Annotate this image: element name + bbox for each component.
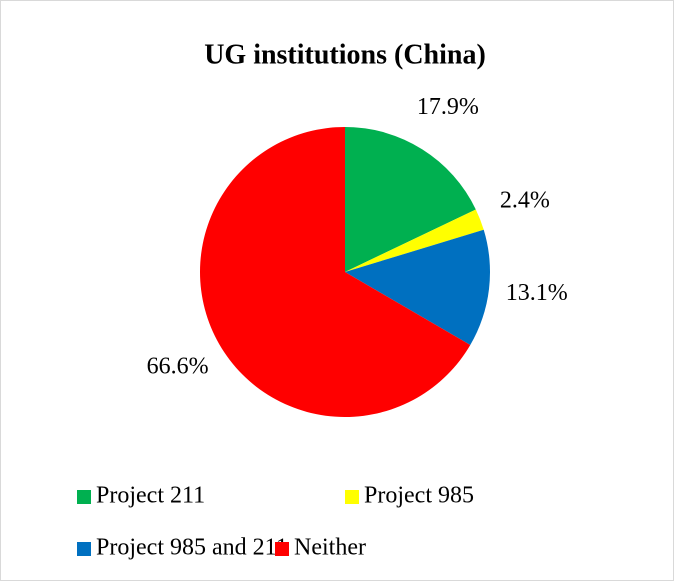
pie-slice — [345, 127, 476, 272]
pie-slice — [199, 127, 471, 417]
data-label: 66.6% — [147, 354, 209, 380]
data-label: 13.1% — [506, 280, 568, 306]
data-label: 17.9% — [417, 94, 479, 120]
legend-label: Project 985 — [364, 483, 474, 509]
pie-slice — [345, 209, 484, 272]
legend-swatch — [275, 542, 289, 556]
legend-swatch — [77, 490, 91, 504]
legend-label: Project 211 — [96, 483, 205, 509]
legend-swatch — [77, 542, 91, 556]
chart-title: UG institutions (China) — [204, 39, 486, 70]
pie-slice — [345, 229, 490, 346]
legend-label: Neither — [294, 535, 366, 561]
data-label: 2.4% — [500, 188, 550, 214]
legend-swatch — [345, 490, 359, 504]
legend-label: Project 985 and 211 — [96, 535, 288, 561]
